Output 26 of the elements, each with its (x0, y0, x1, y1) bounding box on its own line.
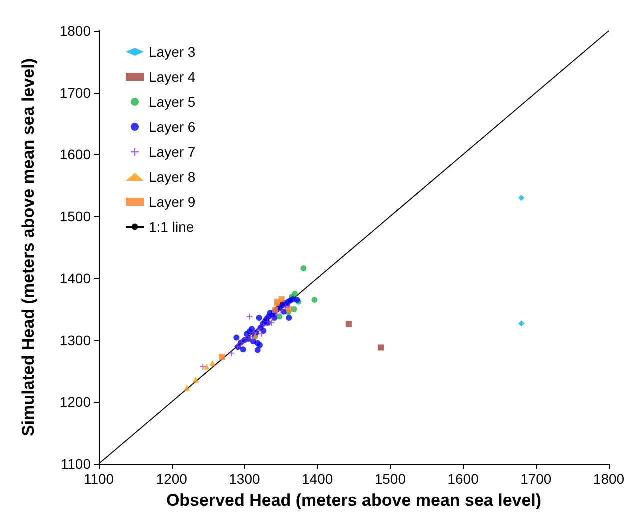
y-tick-label: 1700 (60, 84, 92, 101)
x-tick-label: 1800 (593, 471, 625, 487)
y-tick-label: 1500 (60, 208, 92, 225)
y-tick-label: 1200 (60, 394, 92, 410)
x-tick-label: 1200 (156, 471, 188, 487)
y-tick-label: 1300 (60, 332, 92, 348)
y-tick-label: 1600 (60, 146, 92, 163)
x-tick-label: 1300 (229, 471, 260, 487)
y-tick-label: 1100 (60, 456, 92, 472)
legend-label: Layer 5 (149, 94, 196, 110)
x-axis-title: Observed Head (meters above mean sea level) (166, 491, 542, 510)
x-tick-label: 1600 (448, 471, 480, 487)
legend-label: Layer 7 (149, 144, 196, 160)
y-axis-title: Simulated Head (meters above mean sea level) (19, 58, 38, 436)
legend-label: Layer 8 (149, 169, 196, 185)
y-tick-label: 1800 (60, 23, 92, 39)
legend-label: Layer 4 (149, 69, 196, 85)
x-tick-label: 1700 (520, 471, 552, 487)
legend-label: Layer 6 (149, 119, 196, 135)
y-tick-label: 1400 (60, 270, 92, 286)
legend-label: 1:1 line (149, 219, 194, 235)
legend-label: Layer 9 (149, 194, 196, 210)
x-tick-label: 1500 (374, 471, 406, 487)
x-tick-label: 1400 (302, 471, 334, 487)
x-tick-label: 1100 (84, 471, 114, 487)
legend-label: Layer 3 (149, 44, 196, 60)
